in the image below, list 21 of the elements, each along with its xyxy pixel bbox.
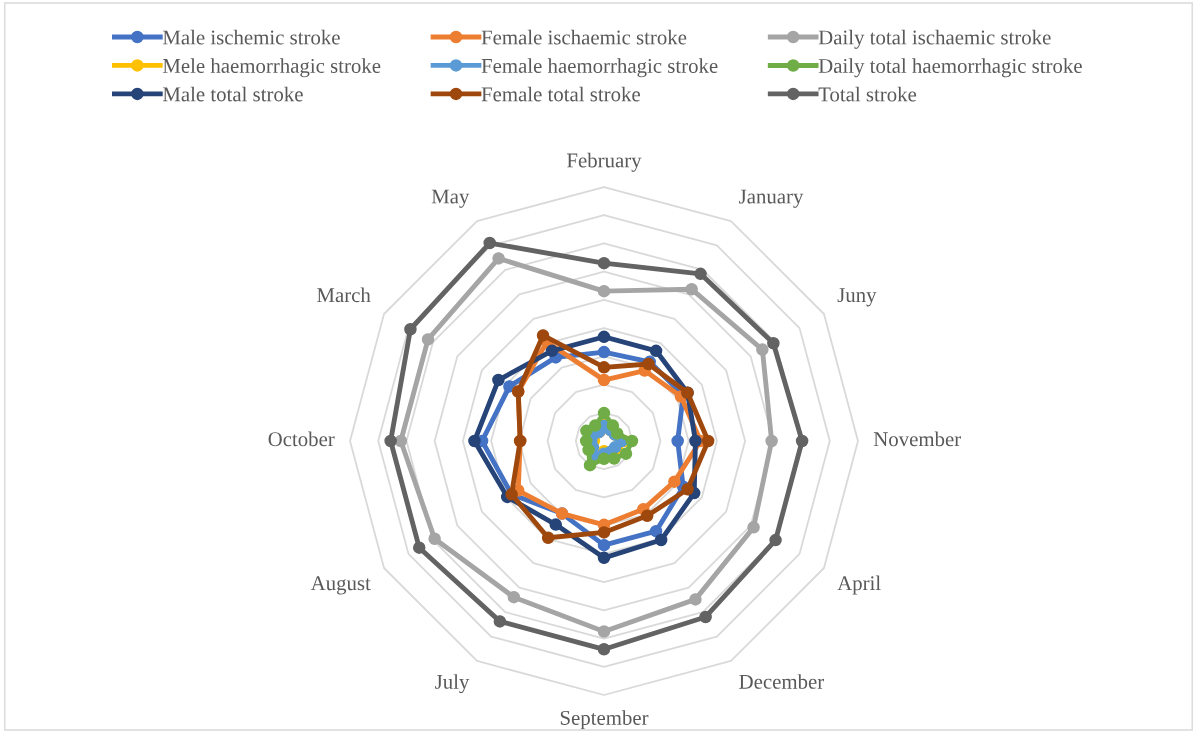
legend-label: Total stroke [818,86,917,102]
legend-label: Female ischaemic stroke [481,29,687,45]
legend-label: Female haemorrhagic stroke [481,58,718,78]
spoke-label: December [739,674,825,689]
spoke-label: February [567,152,642,172]
legend-label: Daily total ischaemic stroke [818,29,1051,49]
spoke-label: January [739,189,804,208]
spoke-label: November [873,431,961,447]
spoke-label: August [310,576,371,595]
spoke-label: September [560,710,649,730]
legend-label: Daily total haemorrhagic stroke [818,58,1082,78]
spoke-label: May [431,189,470,208]
legend-label: Mele haemorrhagic stroke [162,58,381,78]
spoke-label: March [317,287,371,303]
spoke-label: April [837,575,881,595]
spoke-label: October [268,431,335,447]
legend-label: Male total stroke [162,86,303,102]
legend-label: Female total stroke [481,86,640,102]
spoke-label: July [435,674,470,694]
spoke-label: Juny [837,288,877,307]
legend-label: Male ischemic stroke [162,29,340,45]
